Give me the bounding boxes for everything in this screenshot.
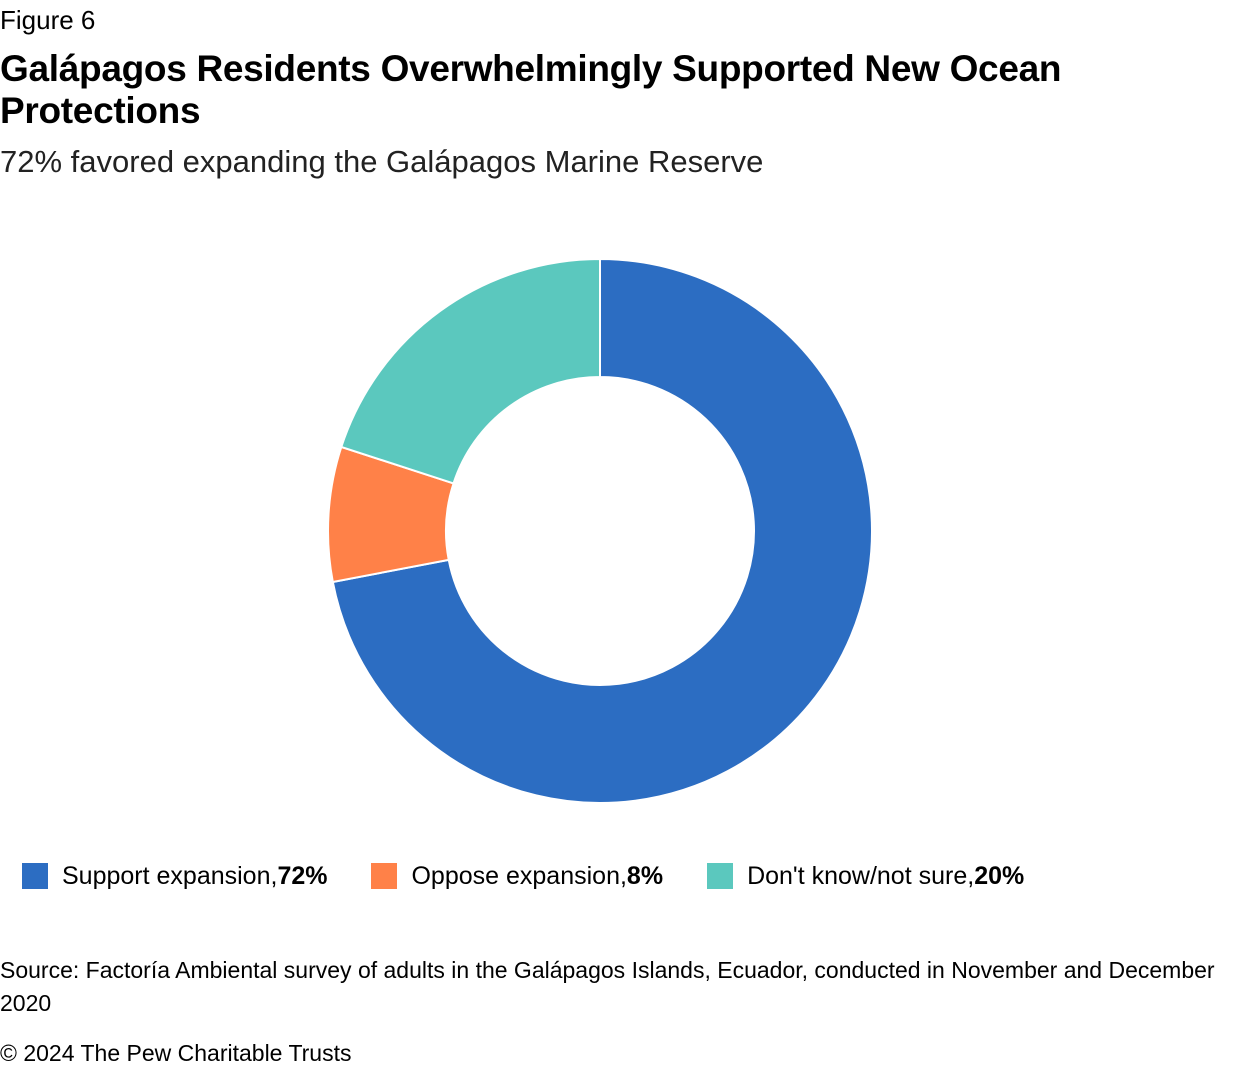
chart-legend: Support expansion, 72% Oppose expansion,… [22, 860, 1068, 892]
source-note: Source: Factoría Ambiental survey of adu… [0, 957, 1215, 1016]
legend-value-unsure: 20% [974, 862, 1025, 890]
legend-item-oppose: Oppose expansion, 8% [371, 860, 663, 892]
legend-item-unsure: Don't know/not sure, 20% [707, 860, 1024, 892]
legend-swatch-oppose [371, 863, 398, 889]
legend-label-unsure: Don't know/not sure, [747, 862, 975, 890]
legend-label-support: Support expansion, [62, 862, 278, 890]
chart-subtitle: 72% favored expanding the Galápagos Mari… [0, 144, 764, 179]
donut-slice-support [331, 257, 873, 804]
chart-title: Galápagos Residents Overwhelmingly Suppo… [0, 48, 1062, 131]
copyright-note: © 2024 The Pew Charitable Trusts [0, 1040, 352, 1066]
legend-item-support: Support expansion, 72% [22, 860, 327, 892]
legend-swatch-unsure [707, 863, 734, 889]
legend-swatch-support [22, 863, 48, 889]
figure-label: Figure 6 [0, 5, 96, 35]
legend-value-support: 72% [277, 862, 328, 890]
donut-slice-unsure [340, 257, 601, 485]
legend-value-oppose: 8% [626, 862, 664, 890]
legend-label-oppose: Oppose expansion, [411, 862, 627, 890]
donut-chart [327, 257, 873, 804]
